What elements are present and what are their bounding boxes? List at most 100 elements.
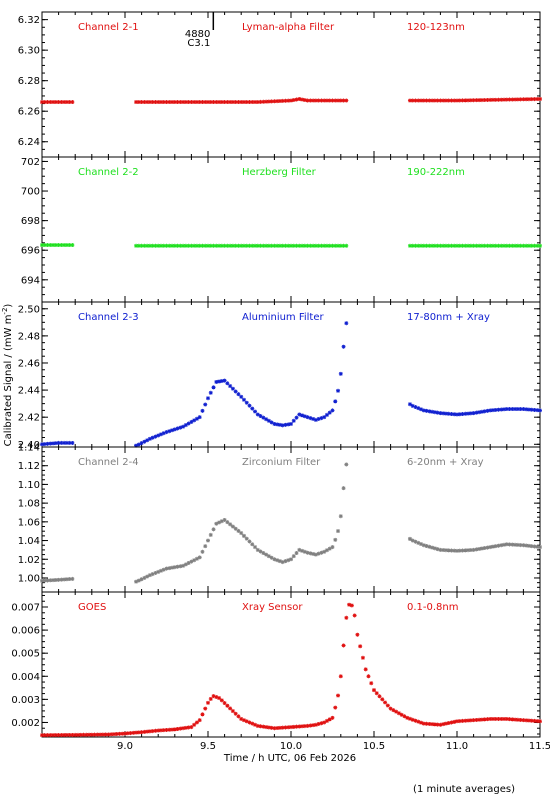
data-point <box>203 706 208 711</box>
data-point <box>167 429 172 434</box>
data-point <box>189 559 194 564</box>
data-point <box>42 578 47 583</box>
data-point <box>468 98 473 103</box>
panel-1: 6.24 6.26 6.28 6.30 6.32 Channel 2-1 Lyman-alp… <box>18 11 542 158</box>
channel-label: Channel 2-1 <box>78 22 139 33</box>
data-point <box>255 243 260 248</box>
data-point <box>474 547 479 552</box>
data-point <box>269 555 274 560</box>
data-point <box>526 407 531 412</box>
data-point <box>313 552 318 557</box>
data-point <box>139 730 144 735</box>
data-point <box>272 99 277 104</box>
y-tick-label: 702 <box>21 157 40 168</box>
data-point <box>131 730 136 735</box>
data-point <box>222 100 227 105</box>
data-point <box>529 544 534 549</box>
data-point <box>394 709 399 714</box>
data-point <box>482 546 487 551</box>
data-point <box>377 694 382 699</box>
data-point <box>214 100 219 105</box>
data-point <box>438 411 443 416</box>
data-point <box>266 99 271 104</box>
data-point <box>247 100 252 105</box>
data-point <box>305 550 310 555</box>
data-point <box>427 98 432 103</box>
data-point <box>349 603 354 608</box>
y-tick-label: 2.46 <box>18 358 40 369</box>
data-point <box>330 243 335 248</box>
data-point <box>139 100 144 105</box>
data-point <box>230 243 235 248</box>
data-point <box>385 703 390 708</box>
data-point <box>53 100 58 105</box>
data-point <box>313 98 318 103</box>
data-point <box>432 410 437 415</box>
band-label: 17-80nm + Xray <box>407 312 490 323</box>
data-point <box>291 554 296 559</box>
data-point <box>219 100 224 105</box>
data-point <box>463 718 468 723</box>
data-point <box>449 412 454 417</box>
data-point <box>150 729 155 734</box>
data-point <box>147 436 152 441</box>
data-point <box>358 644 363 649</box>
data-point <box>158 100 163 105</box>
data-point <box>64 243 69 248</box>
data-point <box>432 243 437 248</box>
data-point <box>100 732 105 737</box>
data-point <box>45 100 50 105</box>
data-point <box>40 243 44 248</box>
data-point <box>250 406 255 411</box>
data-point <box>178 564 183 569</box>
data-point <box>181 726 186 731</box>
data-point <box>194 100 199 105</box>
data-point <box>225 381 230 386</box>
data-point <box>48 578 53 583</box>
data-point <box>51 578 56 583</box>
data-point <box>225 100 230 105</box>
data-point <box>62 577 67 582</box>
data-point <box>42 100 47 105</box>
data-point <box>521 97 526 102</box>
data-point <box>197 555 202 560</box>
data-point <box>59 243 64 248</box>
data-point <box>150 435 155 440</box>
panel-frame <box>41 446 541 593</box>
data-point <box>283 725 288 730</box>
data-point <box>435 722 440 727</box>
y-tick-label: 2.44 <box>18 386 40 397</box>
data-point <box>178 425 183 430</box>
data-point <box>147 729 152 734</box>
data-point <box>48 243 53 248</box>
data-point <box>466 98 471 103</box>
data-point <box>482 717 487 722</box>
data-point <box>277 559 282 564</box>
data-point <box>56 733 61 738</box>
data-point <box>170 565 175 570</box>
y-tick-label: 694 <box>21 275 40 286</box>
data-point <box>424 408 429 413</box>
data-point <box>396 711 401 716</box>
band-label: 0.1-0.8nm <box>407 602 459 613</box>
data-point <box>253 545 258 550</box>
data-point <box>253 243 258 248</box>
data-point <box>297 412 302 417</box>
data-point <box>482 409 487 414</box>
data-point <box>142 439 147 444</box>
data-point <box>289 98 293 103</box>
data-point <box>468 411 473 416</box>
data-point <box>336 693 341 698</box>
data-point <box>269 99 274 104</box>
data-point <box>366 674 371 679</box>
data-point <box>336 388 341 393</box>
data-point <box>48 733 53 738</box>
data-point <box>62 243 67 248</box>
data-point <box>341 486 346 491</box>
data-point <box>474 243 479 248</box>
data-point <box>432 722 437 727</box>
data-point <box>286 98 291 103</box>
data-point <box>250 100 255 105</box>
y-tick-label: 2.40 <box>18 440 40 451</box>
data-point <box>430 98 435 103</box>
